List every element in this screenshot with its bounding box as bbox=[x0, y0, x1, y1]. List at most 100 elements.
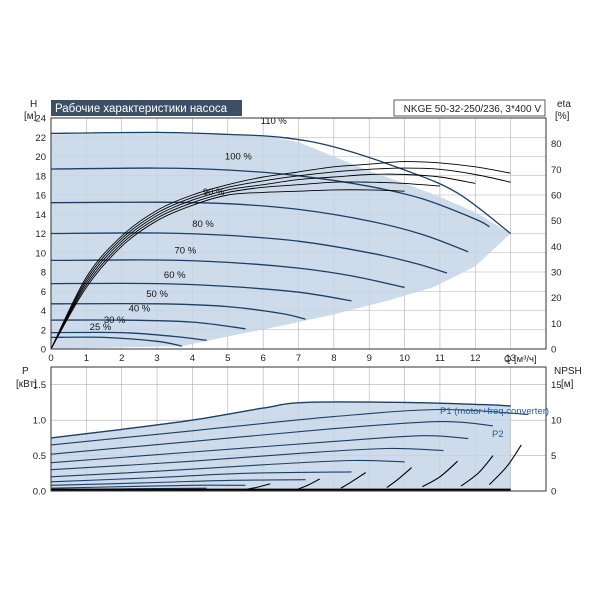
efficiency-curve bbox=[50, 167, 511, 350]
eta-tick-label: 70 bbox=[551, 165, 562, 176]
head-tick-label: 22 bbox=[35, 133, 46, 144]
power-chart-frame bbox=[50, 366, 547, 492]
chart-title-background bbox=[51, 100, 242, 116]
x-tick-label: 5 bbox=[225, 353, 230, 364]
npsh-tick-label: 15 bbox=[551, 380, 562, 391]
speed-label: 30 % bbox=[104, 315, 126, 326]
npsh-curve bbox=[340, 472, 366, 489]
power-tick-label: 1.0 bbox=[33, 416, 46, 427]
eta-tick-label: 30 bbox=[551, 268, 562, 279]
speed-label: 110 % bbox=[261, 116, 288, 127]
eta-tick-label: 60 bbox=[551, 191, 562, 202]
npsh-axis-label: NPSH bbox=[554, 366, 582, 377]
head-axis-unit: [м] bbox=[24, 111, 37, 122]
speed-label: 100 % bbox=[225, 151, 252, 162]
npsh-tick-label: 10 bbox=[551, 416, 562, 427]
head-tick-label: 12 bbox=[35, 229, 46, 240]
head-tick-label: 8 bbox=[41, 268, 46, 279]
head-curve-50pct bbox=[50, 302, 306, 320]
head-curve-40pct bbox=[50, 319, 246, 330]
x-tick-label: 2 bbox=[119, 353, 124, 364]
power-axis-unit: [кВт] bbox=[16, 379, 37, 390]
pump-model-label: NKGE 50-32-250/236, 3*400 V bbox=[404, 104, 542, 115]
p2-power-curve bbox=[50, 408, 529, 446]
power-operating-envelope bbox=[51, 402, 511, 491]
x-tick-label: 4 bbox=[190, 353, 195, 364]
eta-tick-label: 20 bbox=[551, 293, 562, 304]
head-tick-label: 0 bbox=[41, 345, 46, 356]
eta-tick-label: 50 bbox=[551, 216, 562, 227]
head-curve-70pct bbox=[50, 259, 405, 289]
p2-power-curve bbox=[50, 447, 444, 471]
p2-power-curve bbox=[50, 484, 246, 489]
x-tick-label: 10 bbox=[399, 353, 410, 364]
head-tick-label: 14 bbox=[35, 210, 46, 221]
head-curve-25pct bbox=[50, 336, 182, 347]
x-tick-label: 3 bbox=[154, 353, 159, 364]
power-tick-label: 0.5 bbox=[33, 451, 46, 462]
head-tick-label: 4 bbox=[41, 306, 46, 317]
head-tick-label: 20 bbox=[35, 152, 46, 163]
npsh-curve bbox=[422, 460, 458, 488]
p2-power-curve bbox=[50, 459, 405, 478]
speed-label: 40 % bbox=[129, 303, 151, 314]
x-tick-label: 0 bbox=[48, 353, 53, 364]
power-tick-label: 1.5 bbox=[33, 380, 46, 391]
p2-power-curve bbox=[50, 471, 352, 483]
head-tick-label: 2 bbox=[41, 325, 46, 336]
speed-label: 80 % bbox=[192, 219, 214, 230]
x-tick-label: 9 bbox=[367, 353, 372, 364]
npsh-curve bbox=[298, 478, 320, 490]
speed-label: 90 % bbox=[203, 187, 225, 198]
head-curve-110pct bbox=[50, 131, 511, 235]
speed-label: 60 % bbox=[164, 270, 186, 281]
eta-tick-label: 40 bbox=[551, 242, 562, 253]
flow-axis-label: Q [м³/ч] bbox=[504, 354, 537, 365]
x-tick-label: 13 bbox=[505, 353, 516, 364]
x-tick-label: 8 bbox=[331, 353, 336, 364]
head-curve-90pct bbox=[50, 201, 469, 253]
head-chart-frame bbox=[50, 117, 547, 350]
p1-power-curve bbox=[50, 401, 511, 439]
speed-label: 50 % bbox=[146, 289, 168, 300]
efficiency-curve bbox=[50, 173, 476, 350]
npsh-curve bbox=[386, 467, 412, 488]
x-tick-label: 1 bbox=[84, 353, 89, 364]
eta-axis-label: eta bbox=[557, 99, 571, 110]
head-curve-30pct bbox=[50, 331, 207, 341]
speed-label: 25 % bbox=[90, 322, 112, 333]
x-tick-label: 11 bbox=[435, 353, 445, 364]
head-tick-label: 6 bbox=[41, 287, 46, 298]
power-tick-label: 0.0 bbox=[33, 487, 46, 498]
x-tick-label: 12 bbox=[470, 353, 481, 364]
npsh-tick-label: 5 bbox=[551, 451, 556, 462]
eta-axis-unit: [%] bbox=[555, 111, 570, 122]
chart-title: Рабочие характеристики насоса bbox=[55, 103, 228, 115]
npsh-tick-label: 0 bbox=[551, 487, 556, 498]
efficiency-curve bbox=[50, 189, 405, 350]
head-curve-100pct bbox=[50, 167, 490, 228]
p2-power-curve bbox=[50, 435, 469, 464]
eta-tick-label: 0 bbox=[551, 345, 556, 356]
head-curve-60pct bbox=[50, 282, 352, 302]
efficiency-curve bbox=[50, 181, 440, 350]
head-tick-label: 16 bbox=[35, 191, 46, 202]
p2-power-curve bbox=[50, 421, 494, 455]
pump-model-box bbox=[393, 99, 546, 117]
eta-tick-label: 80 bbox=[551, 139, 562, 150]
head-curve-80pct bbox=[50, 232, 448, 274]
head-operating-envelope bbox=[51, 132, 511, 349]
npsh-curve bbox=[489, 444, 522, 485]
p1-legend-label: P1 (motor+freq.converter) bbox=[440, 406, 549, 417]
head-tick-label: 18 bbox=[35, 171, 46, 182]
npsh-axis-unit: [м] bbox=[561, 379, 574, 390]
head-tick-label: 24 bbox=[35, 114, 46, 125]
npsh-curve bbox=[460, 455, 494, 487]
efficiency-curve bbox=[50, 161, 511, 350]
p2-legend-label: P2 bbox=[492, 429, 504, 440]
p2-power-curve bbox=[50, 479, 306, 486]
x-tick-label: 6 bbox=[260, 353, 265, 364]
head-axis-label: H bbox=[30, 99, 37, 110]
head-tick-label: 10 bbox=[35, 248, 46, 259]
